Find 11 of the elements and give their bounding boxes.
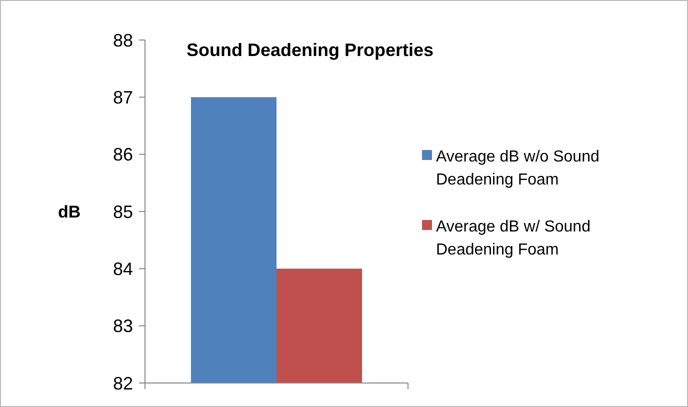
y-axis-title: dB (58, 202, 81, 222)
y-tick-label: 86 (112, 144, 133, 165)
y-tick-label: 87 (112, 87, 133, 108)
chart-title: Sound Deadening Properties (186, 40, 434, 60)
y-tick-label: 83 (112, 316, 133, 336)
legend-label: Average dB w/o Sound Deadening Foam (436, 148, 600, 189)
y-tick-label: 84 (112, 258, 133, 279)
y-tick-label: 82 (112, 373, 133, 394)
legend-label: Average dB w/ Sound Deadening Foam (436, 218, 590, 259)
y-tick-label: 85 (112, 202, 133, 222)
y-tick-label: 88 (112, 30, 133, 50)
